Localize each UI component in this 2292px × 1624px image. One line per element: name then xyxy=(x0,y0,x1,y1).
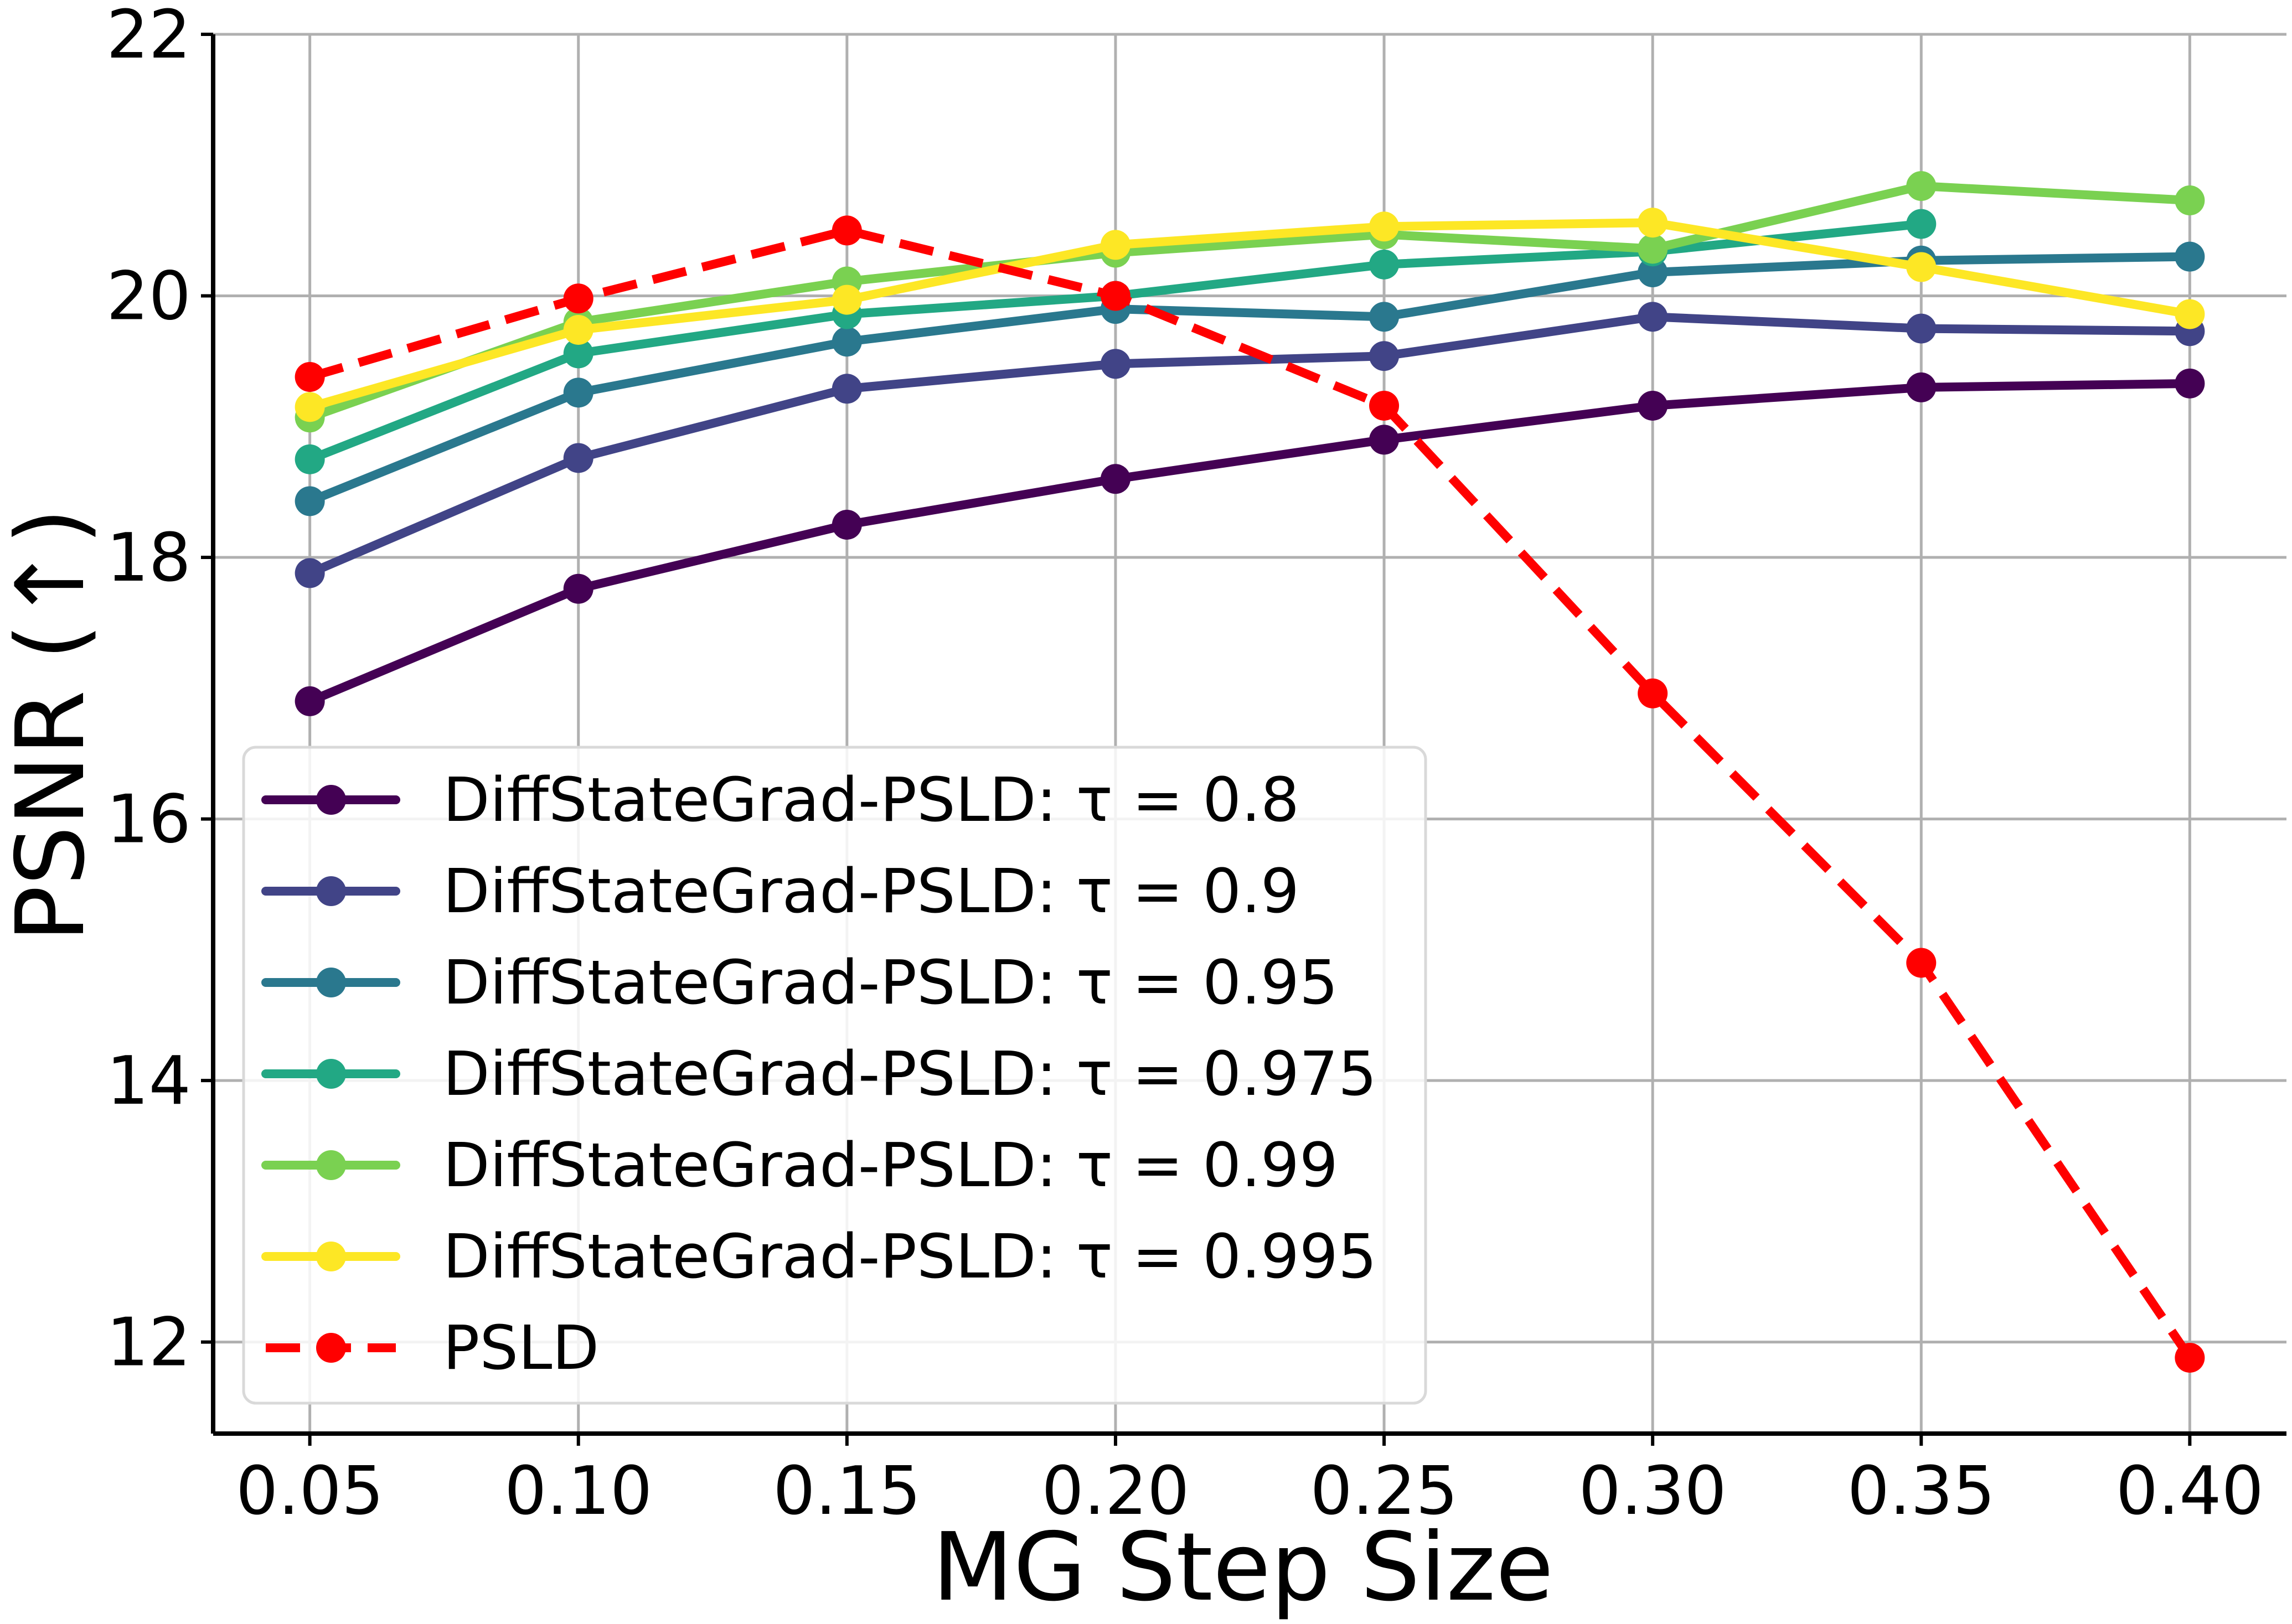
legend-label: PSLD xyxy=(443,1312,599,1383)
legend-item[interactable]: PSLD xyxy=(266,1312,599,1383)
data-point xyxy=(832,509,862,540)
legend-label: DiffStateGrad-PSLD: τ = 0.995 xyxy=(443,1221,1377,1292)
data-point xyxy=(295,486,325,516)
series-5 xyxy=(295,208,2205,422)
legend-label: DiffStateGrad-PSLD: τ = 0.95 xyxy=(443,947,1338,1018)
y-axis-title: PSNR (↑) xyxy=(0,508,106,943)
legend-label: DiffStateGrad-PSLD: τ = 0.975 xyxy=(443,1038,1377,1109)
data-point xyxy=(1369,425,1400,455)
legend-marker xyxy=(316,876,346,906)
data-point xyxy=(1906,372,1937,402)
legend-marker xyxy=(316,968,346,997)
legend-item[interactable]: DiffStateGrad-PSLD: τ = 0.8 xyxy=(261,764,1299,835)
x-tick-label: 0.20 xyxy=(1041,1453,1189,1530)
series xyxy=(295,171,2205,1373)
legend-box xyxy=(242,746,1427,1405)
legend-marker xyxy=(316,1333,346,1363)
data-point xyxy=(1906,948,1937,978)
x-tick-label: 0.10 xyxy=(504,1453,652,1530)
data-point xyxy=(1906,252,1937,282)
data-point xyxy=(1638,257,1668,287)
series-6 xyxy=(295,215,2205,1373)
legend-marker xyxy=(316,785,346,815)
data-point xyxy=(1906,313,1937,344)
legend-item[interactable]: DiffStateGrad-PSLD: τ = 0.9 xyxy=(261,856,1299,927)
data-point xyxy=(1100,349,1130,379)
legend-label: DiffStateGrad-PSLD: τ = 0.9 xyxy=(443,856,1299,927)
data-point xyxy=(295,392,325,422)
data-point xyxy=(832,215,862,246)
x-tick-label: 0.30 xyxy=(1579,1453,1727,1530)
data-point xyxy=(832,374,862,404)
legend-marker xyxy=(316,1242,346,1271)
legend-item[interactable]: DiffStateGrad-PSLD: τ = 0.95 xyxy=(261,947,1338,1018)
data-point xyxy=(2175,241,2205,272)
data-point xyxy=(563,338,593,369)
data-point xyxy=(1638,208,1668,238)
legend-item[interactable]: DiffStateGrad-PSLD: τ = 0.995 xyxy=(261,1221,1377,1292)
data-point xyxy=(295,362,325,392)
data-point xyxy=(2175,1342,2205,1373)
data-point xyxy=(1369,302,1400,332)
data-point xyxy=(563,314,593,345)
legend-marker xyxy=(316,1059,346,1089)
data-point xyxy=(295,558,325,588)
legend-label: DiffStateGrad-PSLD: τ = 0.99 xyxy=(443,1130,1338,1201)
x-axis-ticks: 0.05 0.10 0.15 0.20 0.25 0.30 0.35 0.40 xyxy=(236,1434,2264,1530)
data-point xyxy=(295,444,325,474)
data-point xyxy=(563,573,593,604)
x-tick-label: 0.40 xyxy=(2116,1453,2264,1530)
data-point xyxy=(2175,299,2205,329)
data-point xyxy=(563,377,593,408)
y-tick-label: 18 xyxy=(106,520,191,597)
series-line xyxy=(305,182,2195,422)
legend-marker xyxy=(316,1150,346,1180)
x-tick-label: 0.15 xyxy=(773,1453,921,1530)
x-tick-label: 0.05 xyxy=(236,1453,384,1530)
data-point xyxy=(1906,209,1937,239)
data-point xyxy=(563,443,593,473)
data-point xyxy=(832,327,862,357)
x-tick-label: 0.25 xyxy=(1310,1453,1458,1530)
y-tick-label: 22 xyxy=(106,0,191,74)
data-point xyxy=(1638,234,1668,264)
data-point xyxy=(2175,185,2205,216)
legend-item[interactable]: DiffStateGrad-PSLD: τ = 0.99 xyxy=(261,1130,1338,1201)
data-point xyxy=(295,686,325,716)
data-point xyxy=(1369,390,1400,421)
data-point xyxy=(1100,464,1130,494)
data-point xyxy=(1369,249,1400,280)
data-point xyxy=(1100,281,1130,311)
data-point xyxy=(1369,211,1400,242)
y-tick-label: 16 xyxy=(106,782,191,858)
axes xyxy=(211,34,2286,1436)
y-tick-label: 14 xyxy=(106,1043,191,1120)
series-line xyxy=(305,312,2195,578)
legend-item[interactable]: DiffStateGrad-PSLD: τ = 0.975 xyxy=(261,1038,1377,1109)
data-point xyxy=(1638,678,1668,708)
data-point xyxy=(1100,230,1130,260)
data-point xyxy=(1906,171,1937,201)
series-line xyxy=(308,226,2193,1361)
data-point xyxy=(563,283,593,314)
data-point xyxy=(1369,341,1400,371)
legend[interactable]: DiffStateGrad-PSLD: τ = 0.8 DiffStateGrad… xyxy=(242,746,1427,1405)
series-4 xyxy=(295,171,2205,433)
series-line xyxy=(305,218,2195,412)
series-0 xyxy=(295,368,2205,716)
y-tick-label: 20 xyxy=(106,258,191,335)
x-axis-title: MG Step Size xyxy=(932,1513,1554,1622)
y-axis-ticks: 12 14 16 18 20 22 xyxy=(106,0,213,1382)
y-tick-label: 12 xyxy=(106,1305,191,1382)
series-line xyxy=(305,379,2195,706)
data-point xyxy=(1638,390,1668,421)
legend-label: DiffStateGrad-PSLD: τ = 0.8 xyxy=(443,764,1299,835)
data-point xyxy=(832,285,862,315)
series-1 xyxy=(295,302,2205,588)
x-tick-label: 0.35 xyxy=(1847,1453,1995,1530)
data-point xyxy=(1638,302,1668,332)
data-point xyxy=(2175,368,2205,399)
